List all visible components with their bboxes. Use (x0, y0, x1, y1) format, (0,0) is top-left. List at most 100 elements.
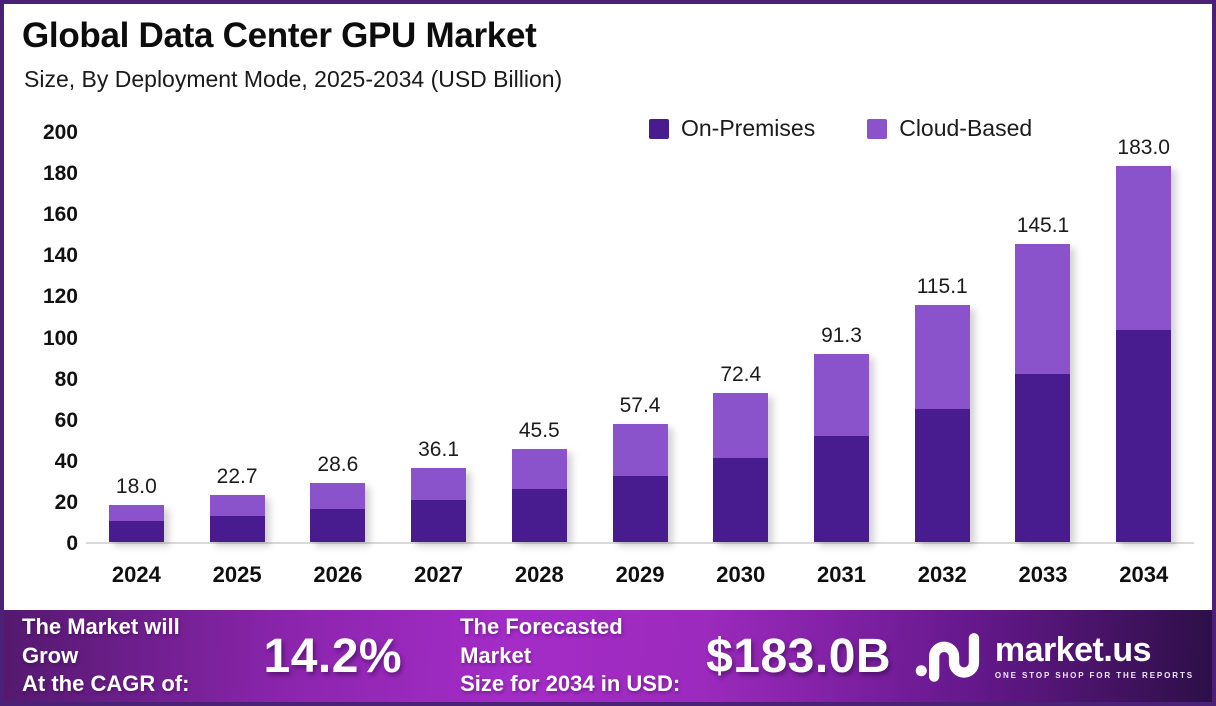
y-tick-label: 40 (54, 449, 78, 473)
x-axis: 2024 2025 2026 2027 2028 2029 2030 2031 2032 2033… (86, 562, 1194, 588)
forecast-caption: The Forecasted Market Size for 2034 in U… (460, 613, 692, 699)
page-subtitle: Size, By Deployment Mode, 2025-2034 (USD… (24, 66, 563, 92)
marketus-logo-icon (915, 633, 980, 682)
stacked-bar-2033 (1015, 243, 1071, 542)
legend-swatch-on-premises (649, 118, 669, 139)
bar-segment-on-premises-2028 (511, 489, 567, 542)
bar-total-label-2025: 22.7 (216, 465, 258, 489)
stacked-bar-2034 (1116, 165, 1172, 542)
bar-total-label-2028: 45.5 (518, 418, 560, 442)
bar-segment-cloud-based-2027 (411, 467, 467, 501)
bar-segment-cloud-based-2024 (108, 505, 164, 522)
legend-swatch-cloud-based (867, 118, 888, 139)
bar-segment-on-premises-2029 (612, 475, 668, 542)
bar-slot-2028: 45.5 (489, 131, 590, 542)
bar-segment-cloud-based-2025 (209, 495, 265, 516)
y-tick-label: 20 (54, 490, 78, 514)
bar-total-label-2032: 115.1 (916, 275, 968, 299)
bar-slot-2033: 145.1 (993, 131, 1094, 542)
stacked-bar-2025 (209, 495, 265, 542)
y-tick-label: 140 (42, 244, 78, 268)
x-tick-label-2032: 2032 (917, 562, 967, 587)
x-tick-label-2030: 2030 (716, 562, 766, 587)
bar-segment-on-premises-2033 (1015, 374, 1071, 542)
bar-segment-cloud-based-2032 (914, 305, 970, 409)
bar-segment-cloud-based-2029 (612, 424, 668, 476)
stacked-bar-2030 (713, 393, 769, 542)
bar-segment-cloud-based-2031 (814, 354, 869, 437)
bar-total-label-2033: 145.1 (1016, 213, 1070, 237)
page-title: Global Data Center GPU Market (22, 16, 537, 55)
legend-item-on-premises: On-Premises (649, 115, 815, 142)
y-tick-label: 160 (42, 203, 78, 227)
bar-segment-on-premises-2032 (914, 408, 970, 542)
marketus-logo: market.us ONE STOP SHOP FOR THE REPORTS (915, 628, 1194, 684)
stacked-bar-2029 (612, 424, 668, 542)
plot-area: 18.0 22.7 28.6 36.1 45.5 57.4 72.4 91.3 115.1 145… (86, 131, 1194, 544)
bar-slot-2025: 22.7 (187, 131, 288, 542)
marketus-brand: market.us (994, 630, 1152, 669)
forecast-caption-line1: The Forecasted Market (460, 614, 623, 668)
stacked-bar-2024 (108, 505, 164, 542)
cagr-caption-line1: The Market will Grow (22, 614, 180, 668)
x-tick-label-2024: 2024 (111, 562, 161, 587)
bar-slot-2032: 115.1 (892, 131, 993, 542)
x-tick-label-2025: 2025 (212, 562, 262, 587)
bar-segment-on-premises-2030 (713, 458, 769, 542)
cagr-caption-line2: At the CAGR of: (22, 671, 190, 697)
cagr-caption: The Market will Grow At the CAGR of: (22, 613, 222, 699)
bar-segment-on-premises-2024 (108, 521, 164, 542)
marketus-tagline: ONE STOP SHOP FOR THE REPORTS (994, 670, 1194, 680)
chart-legend: On-Premises Cloud-Based (649, 115, 1032, 142)
stacked-bar-2026 (310, 483, 366, 542)
bar-segment-cloud-based-2030 (713, 393, 769, 459)
bar-total-label-2030: 72.4 (720, 363, 762, 387)
cagr-value: 14.2% (263, 629, 403, 683)
footer-banner: The Market will Grow At the CAGR of: 14.… (4, 610, 1212, 702)
x-tick-label-2029: 2029 (615, 562, 665, 587)
bar-segment-on-premises-2025 (209, 515, 265, 542)
bar-segment-on-premises-2026 (310, 508, 366, 542)
y-tick-label: 80 (54, 367, 78, 391)
bar-segment-on-premises-2027 (411, 500, 467, 542)
y-tick-label: 60 (54, 408, 78, 432)
chart-header: Global Data Center GPU Market Size, By D… (22, 16, 562, 93)
x-tick-label-2033: 2033 (1018, 562, 1068, 587)
x-tick-label-2034: 2034 (1119, 562, 1169, 587)
stacked-bar-2027 (411, 467, 467, 542)
bar-total-label-2031: 91.3 (821, 324, 862, 348)
bar-segment-cloud-based-2026 (310, 483, 366, 509)
bar-slot-2029: 57.4 (590, 131, 691, 542)
y-tick-label: 100 (42, 326, 78, 350)
bar-slot-2027: 36.1 (388, 131, 489, 542)
bar-slot-2031: 91.3 (791, 131, 892, 542)
stacked-bar-2032 (914, 305, 970, 542)
bar-slot-2034: 183.0 (1093, 131, 1194, 542)
x-tick-label-2027: 2027 (414, 562, 464, 587)
y-tick-label: 200 (42, 121, 78, 144)
bar-slot-2024: 18.0 (86, 131, 187, 542)
legend-label-on-premises: On-Premises (681, 115, 816, 141)
bar-total-label-2026: 28.6 (317, 453, 359, 477)
forecast-caption-line2: Size for 2034 in USD: (460, 671, 681, 697)
bar-segment-on-premises-2034 (1116, 330, 1172, 542)
bar-total-label-2024: 18.0 (115, 475, 157, 499)
x-tick-label-2031: 2031 (817, 562, 866, 587)
bar-total-label-2027: 36.1 (418, 437, 459, 461)
y-tick-label: 180 (42, 162, 78, 186)
legend-item-cloud-based: Cloud-Based (867, 115, 1032, 142)
y-tick-label: 120 (42, 285, 78, 309)
y-tick-label: 0 (66, 532, 78, 555)
x-tick-label-2026: 2026 (313, 562, 363, 587)
legend-label-cloud-based: Cloud-Based (899, 115, 1033, 141)
y-axis: 0 20 40 60 80 100 120 140 160 180 200 (16, 121, 78, 555)
forecast-value: $183.0B (706, 629, 892, 683)
bar-slot-2026: 28.6 (287, 131, 388, 542)
bar-total-label-2034: 183.0 (1117, 135, 1170, 159)
bar-segment-cloud-based-2028 (511, 448, 567, 490)
bar-total-label-2029: 57.4 (619, 394, 661, 418)
bar-segment-on-premises-2031 (814, 436, 869, 542)
stacked-bar-2031 (814, 354, 869, 542)
bar-segment-cloud-based-2033 (1015, 243, 1071, 375)
